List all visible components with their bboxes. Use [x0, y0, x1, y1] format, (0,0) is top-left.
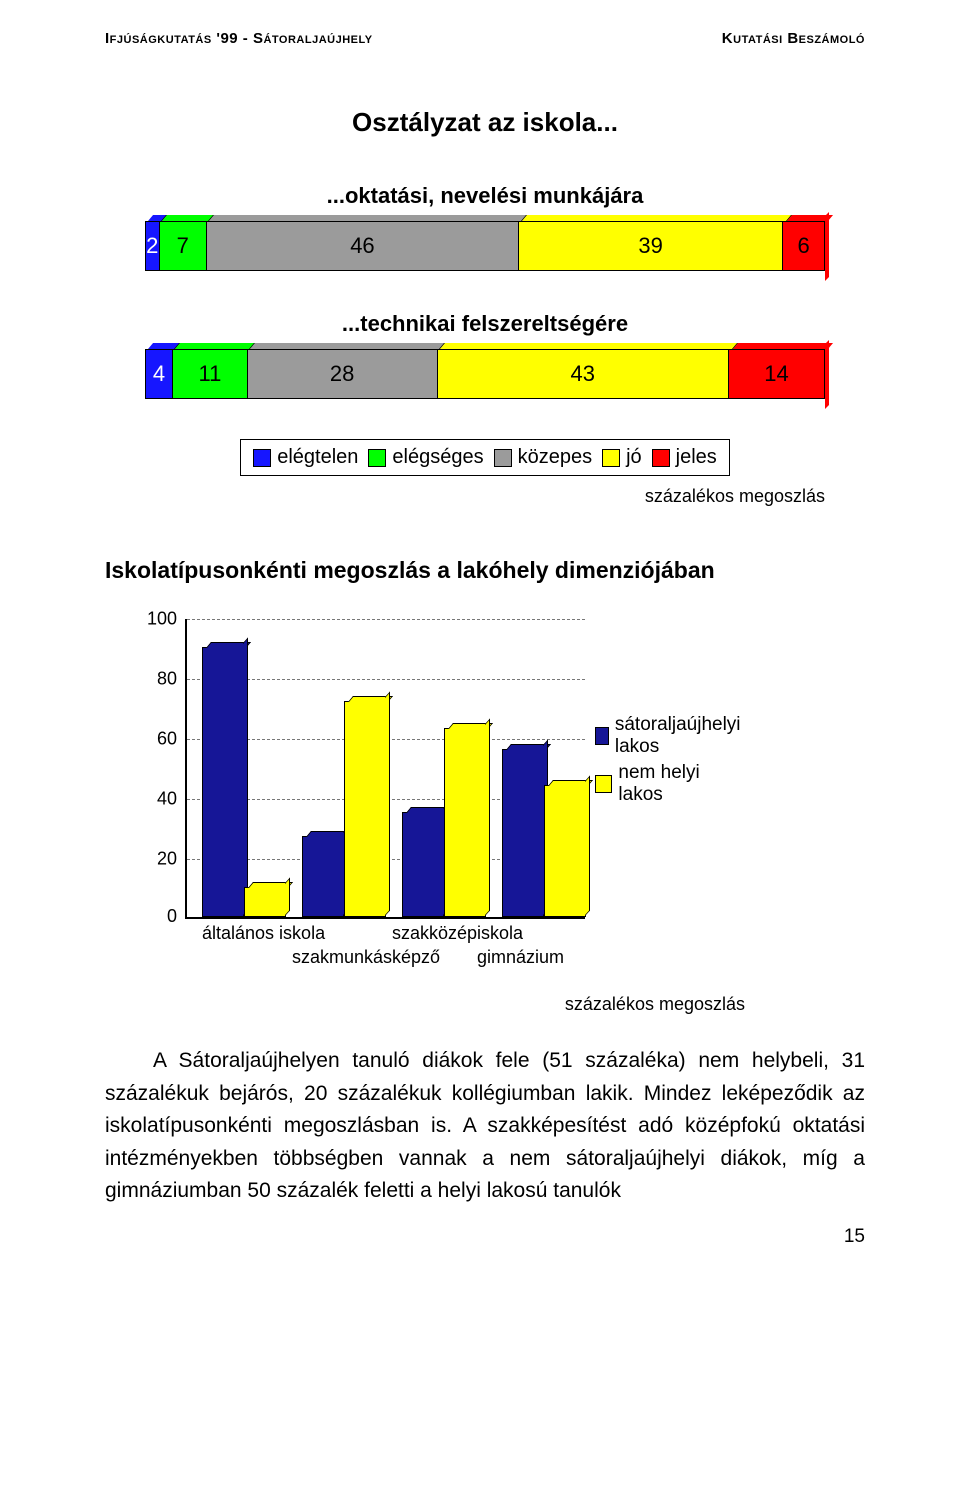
chart2-ytick: 0 [167, 906, 177, 927]
page-header: Ifjúságkutatás '99 - Sátoraljaújhely Kut… [105, 30, 865, 47]
chart1-stacked-row: 2746396 [145, 221, 825, 281]
legend-item: elégséges [368, 446, 483, 469]
chart2-category-label: szakközépiskola [392, 923, 523, 944]
chart2-category-label: szakmunkásképző [292, 947, 440, 968]
legend-label: jó [626, 446, 642, 469]
legend-swatch [595, 775, 612, 793]
legend-item: jeles [652, 446, 717, 469]
legend-item: elégtelen [253, 446, 358, 469]
chart2-bar-group [402, 728, 486, 917]
chart1-row-caption: ...technikai felszereltségére [105, 311, 865, 337]
chart1-segment: 28 [248, 350, 438, 398]
legend-item: közepes [494, 446, 593, 469]
chart2-bar [302, 836, 344, 917]
chart1-segment: 43 [438, 350, 730, 398]
chart2-ytick: 80 [157, 669, 177, 690]
chart1-segment: 46 [207, 222, 519, 270]
body-paragraph: A Sátoraljaújhelyen tanuló diákok fele (… [105, 1045, 865, 1208]
legend-swatch [253, 449, 271, 467]
chart1-segment: 7 [160, 222, 207, 270]
legend-label: közepes [518, 446, 593, 469]
chart2-bar [502, 749, 544, 917]
legend-label: jeles [676, 446, 717, 469]
chart1-segment: 14 [729, 350, 824, 398]
legend-item: jó [602, 446, 642, 469]
chart1-title: Osztályzat az iskola... [105, 107, 865, 138]
chart1-segment: 39 [519, 222, 783, 270]
chart2-bar [402, 812, 444, 917]
legend-item: sátoraljaújhelyi lakos [595, 714, 745, 758]
header-right: Kutatási Beszámoló [722, 30, 865, 47]
chart2-ytick: 40 [157, 789, 177, 810]
legend-swatch [602, 449, 620, 467]
chart2-bar [544, 785, 586, 917]
legend-swatch [494, 449, 512, 467]
legend-label: nem helyi lakos [618, 762, 744, 806]
legend-label: sátoraljaújhelyi lakos [615, 714, 745, 758]
chart2-ytick: 60 [157, 729, 177, 750]
chart1-legend: elégtelen elégséges közepes jó jeles [240, 439, 730, 476]
chart2-bar [444, 728, 486, 917]
chart2-legend: sátoraljaújhelyi lakosnem helyi lakos [595, 714, 745, 810]
legend-swatch [595, 727, 609, 745]
chart1-segment: 11 [173, 350, 248, 398]
chart2-bar-group [502, 749, 586, 917]
legend-label: elégtelen [277, 446, 358, 469]
section2-title: Iskolatípusonkénti megoszlás a lakóhely … [105, 557, 865, 584]
legend-swatch [652, 449, 670, 467]
legend-label: elégséges [392, 446, 483, 469]
chart1-stacked-row: 411284314 [145, 349, 825, 409]
chart1-segment: 6 [783, 222, 824, 270]
chart2-category-label: általános iskola [202, 923, 325, 944]
chart2-plot-area: 020406080100általános iskolaszakmunkáské… [185, 619, 585, 919]
chart2-bar-group [202, 647, 286, 917]
chart2-axis-caption: százalékos megoszlás [105, 994, 745, 1015]
chart2-bar-group [302, 701, 386, 917]
chart2-category-label: gimnázium [477, 947, 564, 968]
chart1-segment: 2 [146, 222, 160, 270]
chart2-bar [344, 701, 386, 917]
chart2-ytick: 20 [157, 849, 177, 870]
chart1-segment: 4 [146, 350, 173, 398]
chart2-bar [202, 647, 244, 917]
header-left: Ifjúságkutatás '99 - Sátoraljaújhely [105, 30, 373, 47]
chart2: 020406080100általános iskolaszakmunkáské… [135, 619, 735, 949]
chart2-ytick: 100 [147, 609, 177, 630]
legend-swatch [368, 449, 386, 467]
chart1-row-caption: ...oktatási, nevelési munkájára [105, 183, 865, 209]
chart2-gridline [187, 619, 585, 620]
legend-item: nem helyi lakos [595, 762, 745, 806]
chart2-bar [244, 887, 286, 917]
page-number: 15 [105, 1226, 865, 1248]
chart1-axis-caption: százalékos megoszlás [105, 486, 825, 507]
